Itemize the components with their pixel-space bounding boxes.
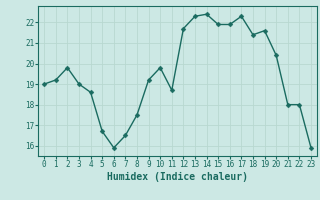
X-axis label: Humidex (Indice chaleur): Humidex (Indice chaleur) [107, 172, 248, 182]
